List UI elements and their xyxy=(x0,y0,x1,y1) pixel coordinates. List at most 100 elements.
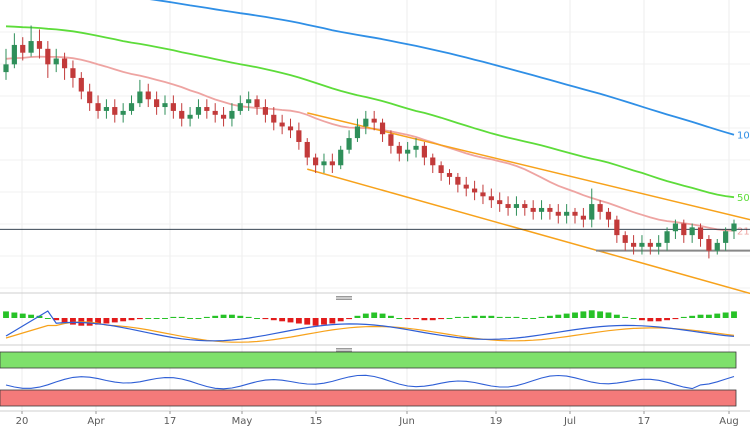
macd-histogram-bar xyxy=(3,311,9,318)
macd-histogram-bar xyxy=(655,318,662,322)
moving-average-label-21: 21 xyxy=(737,227,750,238)
macd-histogram-bar xyxy=(321,318,327,325)
candle-body xyxy=(396,145,402,154)
candle-body xyxy=(271,114,277,123)
macd-histogram-bar xyxy=(120,318,127,322)
candle-body xyxy=(354,126,361,139)
macd-histogram-bar xyxy=(287,318,294,323)
macd-histogram-bar xyxy=(44,318,51,319)
candle-body xyxy=(363,118,369,127)
candle-body xyxy=(555,211,561,216)
candle-body xyxy=(614,219,620,236)
candle-body xyxy=(279,122,285,127)
candle-body xyxy=(371,118,377,123)
macd-histogram-bar xyxy=(279,318,286,322)
macd-histogram-bar xyxy=(270,318,277,321)
candle-body xyxy=(329,161,335,166)
macd-line xyxy=(5,310,735,342)
candle-body xyxy=(421,145,427,158)
candle-body xyxy=(154,99,160,108)
macd-histogram-bar xyxy=(95,318,101,325)
macd-histogram-bar xyxy=(546,315,553,318)
candle-body xyxy=(195,107,202,115)
price-panel: 100 50 21 xyxy=(0,0,750,295)
macd-histogram-bar xyxy=(689,315,696,318)
macd-histogram-bar xyxy=(203,316,210,318)
macd-histogram-bar xyxy=(220,314,227,318)
macd-histogram-bar xyxy=(61,318,68,323)
candle-body xyxy=(689,227,695,236)
splitter-grip xyxy=(336,350,352,352)
splitter-grip xyxy=(336,348,352,350)
macd-histogram-bar xyxy=(362,313,369,318)
macd-histogram-bar xyxy=(28,314,35,318)
macd-histogram-bar xyxy=(379,313,386,318)
macd-histogram-bar xyxy=(672,318,679,320)
candle-body xyxy=(112,107,118,115)
macd-histogram-bar xyxy=(396,318,403,319)
macd-histogram-bar xyxy=(630,318,637,319)
candle-body xyxy=(379,122,386,135)
macd-signal-line xyxy=(5,321,735,343)
candle-body xyxy=(220,114,227,119)
macd-histogram-bar xyxy=(19,313,26,318)
candle-body xyxy=(287,126,294,131)
x-tick-label: Apr xyxy=(87,416,105,427)
x-tick-label: 15 xyxy=(310,416,323,427)
macd-histogram-bar xyxy=(404,318,411,320)
macd-histogram-bar xyxy=(488,315,495,318)
macd-histogram-bar xyxy=(572,312,578,318)
macd-histogram-bar xyxy=(429,318,436,321)
macd-histogram-bar xyxy=(337,318,344,322)
candle-body xyxy=(522,204,528,208)
candle-body xyxy=(313,157,319,166)
candle-body xyxy=(455,176,461,185)
macd-histogram-bar xyxy=(647,318,654,322)
macd-histogram-bar xyxy=(312,318,319,326)
channel-lower xyxy=(307,168,750,295)
candle-body xyxy=(639,242,645,247)
candle-body xyxy=(296,130,302,142)
macd-histogram-bar xyxy=(563,313,570,318)
candle-body xyxy=(246,99,252,104)
candle-body xyxy=(179,110,185,119)
macd-histogram-bar xyxy=(128,318,135,321)
candle-body xyxy=(472,188,478,193)
candle-body xyxy=(187,114,193,119)
candle-body xyxy=(656,242,662,247)
macd-histogram-bar xyxy=(53,318,60,321)
macd-histogram-bar xyxy=(680,316,687,318)
candle-body xyxy=(580,215,586,220)
channel-upper xyxy=(307,112,750,221)
macd-histogram-bar xyxy=(731,311,737,318)
candle-body xyxy=(438,165,444,174)
macd-histogram-bar xyxy=(262,318,269,320)
macd-histogram-bar xyxy=(471,315,478,318)
macd-histogram-bar xyxy=(446,318,453,319)
macd-histogram-bar xyxy=(304,318,311,325)
macd-histogram-bar xyxy=(195,318,202,319)
candle-body xyxy=(70,68,76,78)
candle-body xyxy=(137,91,143,104)
macd-histogram-bar xyxy=(697,314,704,318)
macd-histogram-bar xyxy=(212,315,219,318)
macd-histogram-bar xyxy=(136,318,143,320)
candle-body xyxy=(321,161,327,166)
candle-body xyxy=(630,242,637,247)
splitter-grip xyxy=(336,296,352,298)
candle-body xyxy=(405,149,411,154)
candle-body xyxy=(3,64,9,73)
candle-body xyxy=(497,200,503,205)
candle-body xyxy=(672,223,679,232)
macd-histogram-bar xyxy=(170,316,177,318)
macd-histogram-bar xyxy=(178,316,185,318)
macd-histogram-bar xyxy=(237,315,244,318)
candle-body xyxy=(36,41,43,49)
macd-histogram-bar xyxy=(664,318,670,321)
macd-histogram-bar xyxy=(36,315,43,318)
macd-histogram-bar xyxy=(103,318,110,324)
candle-body xyxy=(647,242,653,247)
macd-histogram-bar xyxy=(714,313,721,318)
candle-body xyxy=(597,204,603,212)
